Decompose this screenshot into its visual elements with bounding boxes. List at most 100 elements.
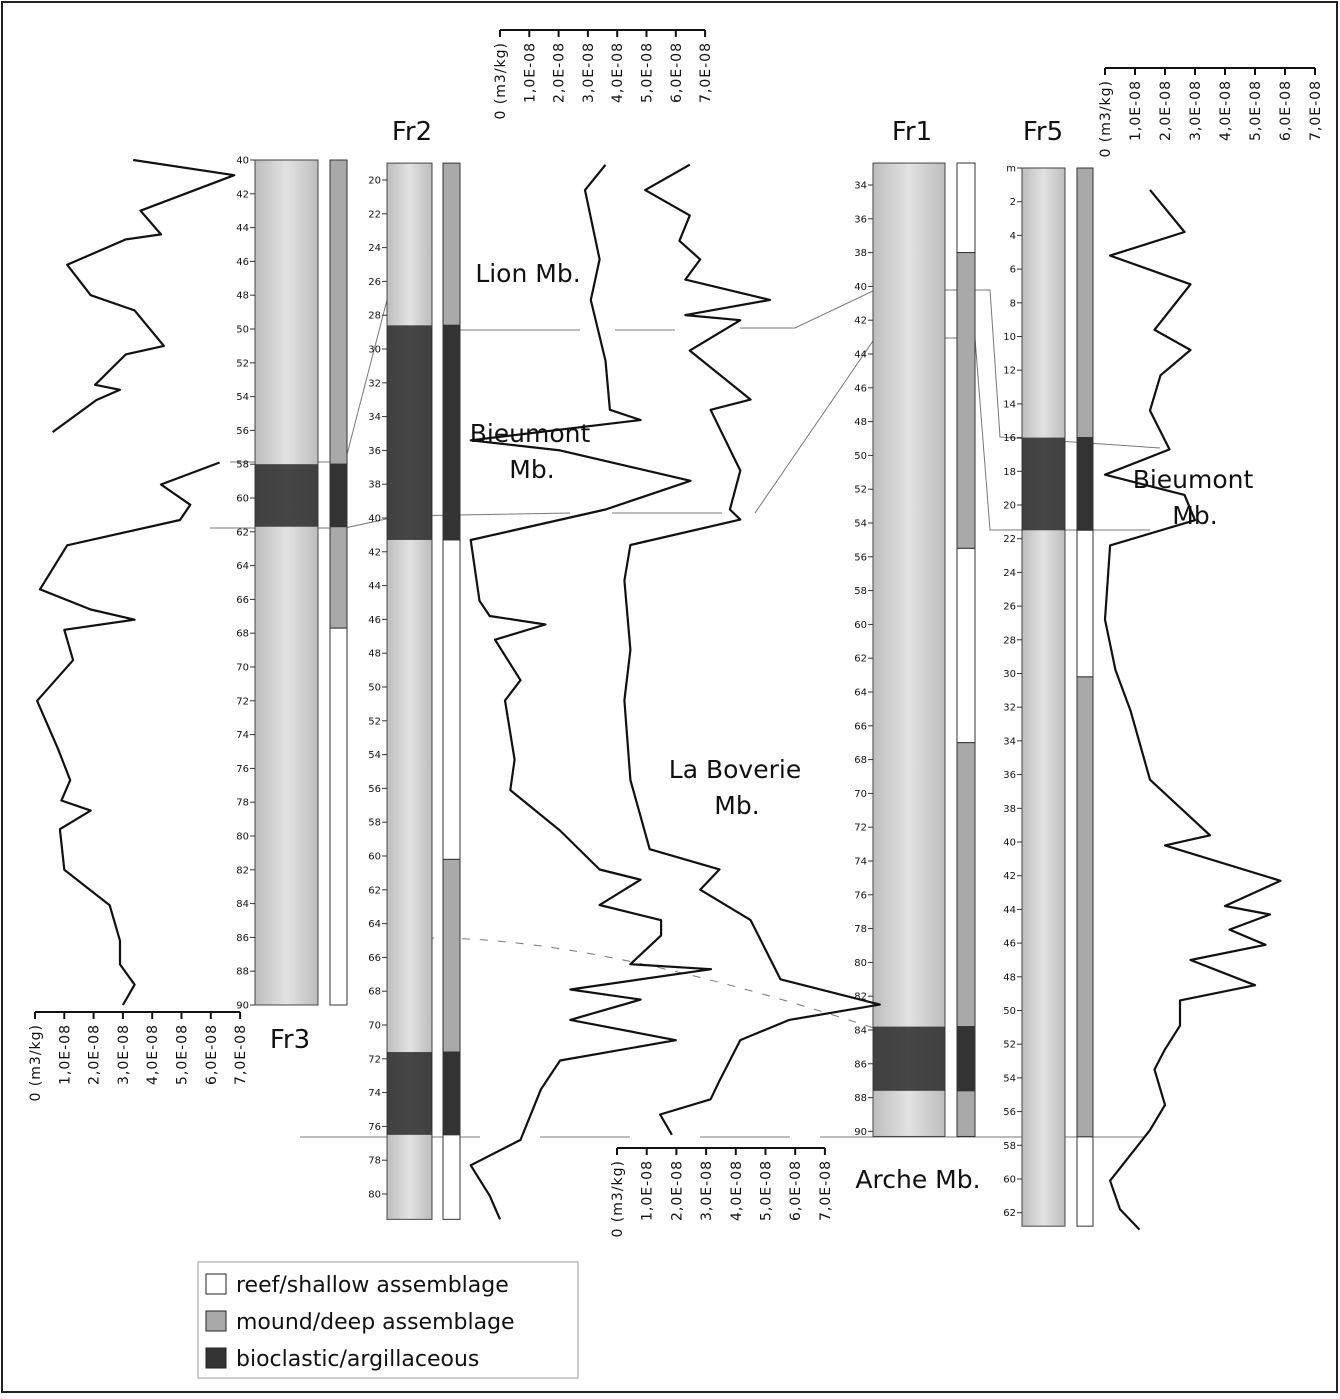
depth-label: 72 [368, 1054, 381, 1065]
depth-label: 22 [368, 209, 381, 220]
assemblage-interval [1077, 677, 1093, 1137]
axis-tick-label: 5,0E-08 [175, 1024, 191, 1085]
member-label: La Boverie [669, 755, 801, 784]
lithology-dark [387, 1052, 432, 1135]
depth-label: 90 [854, 1127, 867, 1138]
depth-label: 16 [1003, 433, 1016, 444]
depth-label: 42 [236, 189, 249, 200]
assemblage-interval [957, 548, 975, 742]
axis-tick-label: 2,0E-08 [552, 42, 568, 103]
depth-label: 32 [1003, 703, 1016, 714]
axis-tick-label: 0 (m3/kg) [28, 1024, 44, 1102]
depth-label: 70 [368, 1021, 381, 1032]
assemblage-interval [957, 163, 975, 253]
depth-label: 50 [236, 325, 249, 336]
depth-label: 22 [1003, 534, 1016, 545]
depth-label: 34 [854, 181, 867, 192]
depth-label: 84 [854, 1026, 867, 1037]
axis-tick-label: 3,0E-08 [699, 1160, 715, 1221]
depth-label: 8 [1010, 298, 1016, 309]
depth-label: 62 [368, 885, 381, 896]
depth-label: 80 [236, 832, 249, 843]
depth-label: 74 [368, 1088, 381, 1099]
lithology-dark [387, 325, 432, 540]
axis-tick-label: 4,0E-08 [1218, 80, 1234, 141]
depth-label: 64 [854, 688, 867, 699]
legend-items: reef/shallow assemblage mound/deep assemb… [206, 1273, 515, 1372]
depth-label: 48 [854, 417, 867, 428]
depth-label: 76 [236, 764, 249, 775]
lithology-dark [1022, 438, 1065, 531]
depth-label: 84 [236, 899, 249, 910]
assemblage-interval [957, 743, 975, 1027]
depth-label: 80 [368, 1190, 381, 1201]
legend-label: reef/shallow assemblage [236, 1273, 509, 1298]
depth-label: 74 [854, 857, 867, 868]
legend-label: mound/deep assemblage [236, 1310, 515, 1335]
depth-label: 30 [1003, 669, 1016, 680]
axis-tick-label: 4,0E-08 [145, 1024, 161, 1085]
axis-tick-label: 4,0E-08 [729, 1160, 745, 1221]
depth-label: 82 [236, 865, 249, 876]
depth-label: 42 [854, 316, 867, 327]
figure: 4042444648505254565860626466687072747678… [0, 0, 1340, 1395]
depth-label: 90 [236, 1001, 249, 1012]
axis-tick-label: 0 (m3/kg) [493, 42, 509, 120]
depth-label: 58 [368, 818, 381, 829]
depth-label: 58 [1003, 1141, 1016, 1152]
depth-label: 70 [236, 663, 249, 674]
depth-label: 40 [236, 156, 249, 167]
depth-label: 54 [854, 519, 867, 530]
depth-label: 28 [1003, 635, 1016, 646]
depth-label: m [1006, 164, 1016, 175]
assemblage-interval [1077, 1137, 1093, 1226]
member-label: Mb. [714, 791, 759, 820]
depth-label: 24 [1003, 568, 1016, 579]
depth-label: 64 [236, 561, 249, 572]
depth-label: 86 [236, 933, 249, 944]
assemblage-interval [1077, 168, 1093, 438]
depth-label: 62 [854, 654, 867, 665]
axis-tick-label: 6,0E-08 [669, 42, 685, 103]
axis-tick-label: 3,0E-08 [1188, 80, 1204, 141]
depth-label: 68 [236, 629, 249, 640]
axis-tick-label: 6,0E-08 [788, 1160, 804, 1221]
depth-label: 30 [368, 345, 381, 356]
axis-tick-label: 6,0E-08 [1278, 80, 1294, 141]
depth-label: 50 [854, 451, 867, 462]
axis-tick-label: 2,0E-08 [1158, 80, 1174, 141]
depth-label: 54 [236, 392, 249, 403]
depth-label: 38 [368, 480, 381, 491]
depth-label: 62 [236, 527, 249, 538]
depth-label: 88 [854, 1093, 867, 1104]
well-label: Fr3 [270, 1025, 310, 1055]
depth-label: 34 [1003, 736, 1016, 747]
depth-label: 26 [368, 277, 381, 288]
lithology-column [255, 160, 318, 1005]
axis-tick-label: 2,0E-08 [87, 1024, 103, 1085]
lithology-column [873, 163, 945, 1136]
lithology-dark [255, 464, 318, 527]
axis-tick-label: 5,0E-08 [640, 42, 656, 103]
depth-label: 74 [236, 730, 249, 741]
depth-label: 18 [1003, 467, 1016, 478]
well-label: Fr5 [1023, 117, 1063, 147]
assemblage-interval [330, 160, 347, 464]
assemblage-interval [443, 540, 460, 859]
depth-label: 52 [236, 358, 249, 369]
depth-label: 54 [368, 750, 381, 761]
depth-label: 78 [236, 798, 249, 809]
depth-label: 56 [236, 426, 249, 437]
axis-tick-label: 0 (m3/kg) [1098, 80, 1114, 158]
depth-label: 78 [854, 924, 867, 935]
lithology-dark [873, 1027, 945, 1091]
depth-label: 20 [1003, 501, 1016, 512]
depth-label: 64 [368, 919, 381, 930]
assemblage-interval [957, 253, 975, 549]
depth-label: 86 [854, 1059, 867, 1070]
depth-label: 54 [1003, 1073, 1016, 1084]
axis-tick-label: 3,0E-08 [581, 42, 597, 103]
depth-label: 52 [1003, 1040, 1016, 1051]
assemblage-interval [443, 1135, 460, 1220]
depth-label: 38 [1003, 804, 1016, 815]
